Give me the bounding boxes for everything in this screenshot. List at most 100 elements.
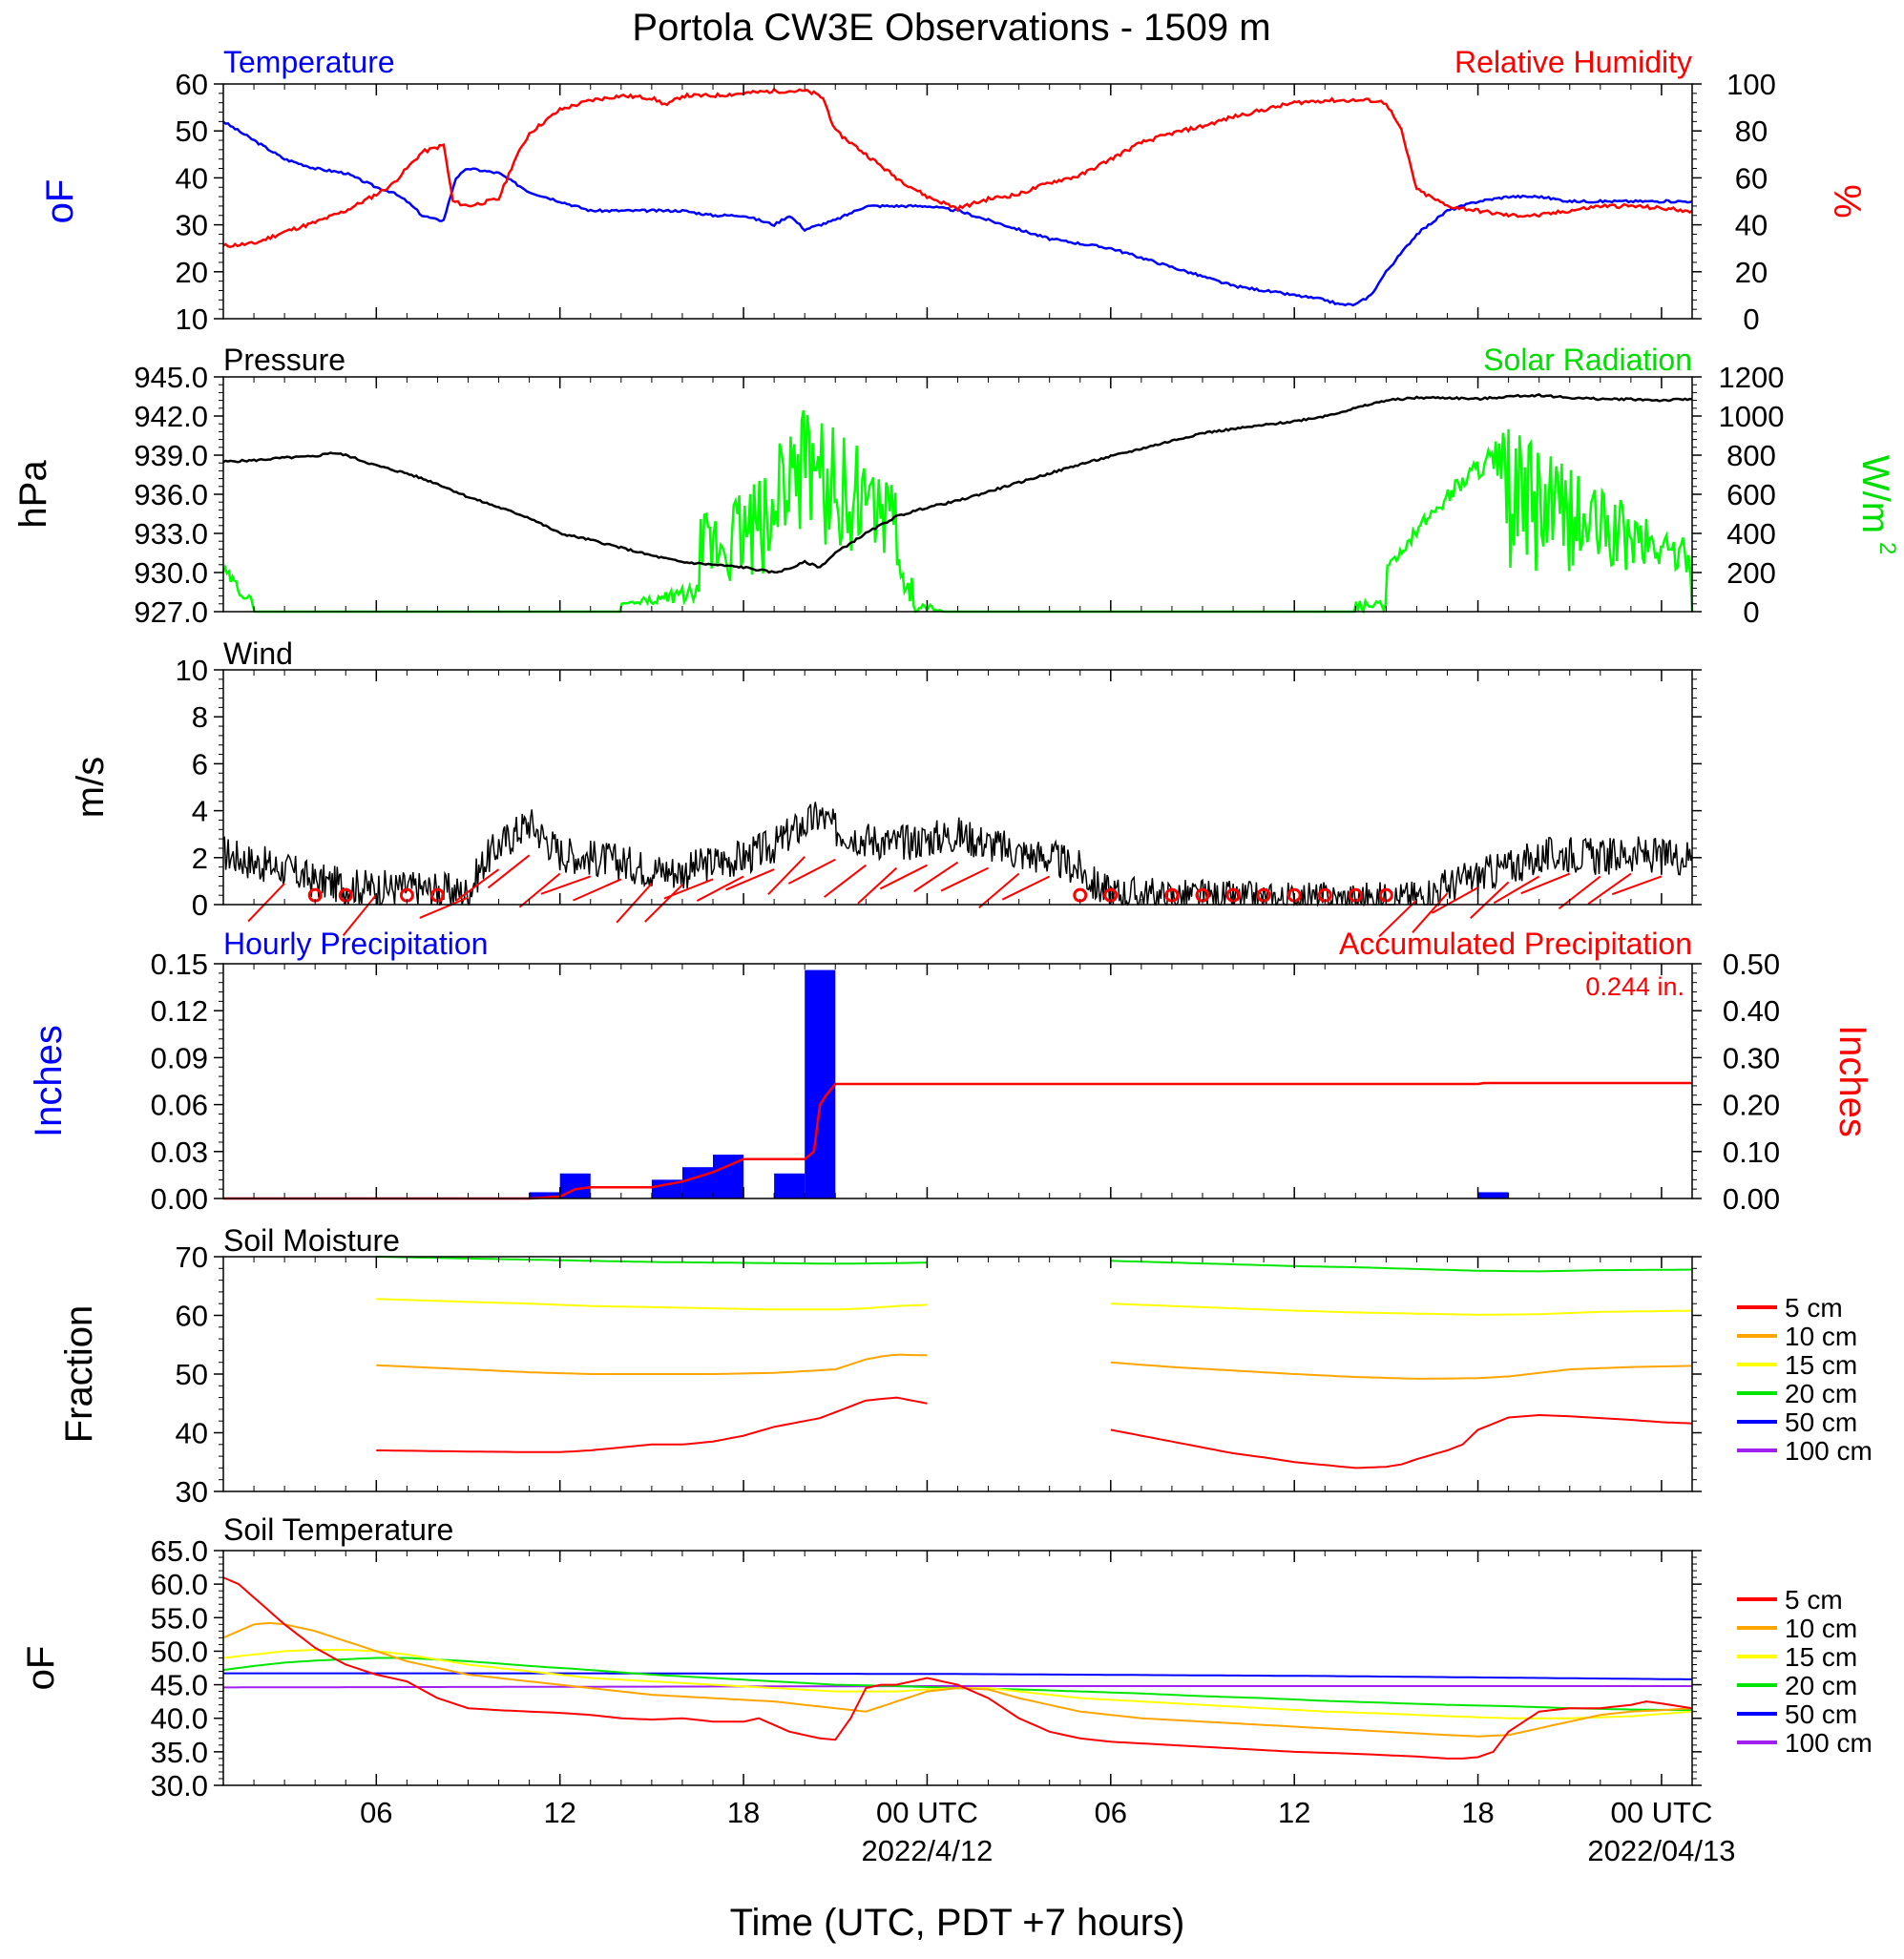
temperature-unit: oF: [39, 179, 81, 224]
wind-panel-ytick-label: 0: [192, 888, 208, 922]
soil-moisture-legend-label: 15 cm: [1785, 1350, 1857, 1380]
pressure-panel-ytick-label: 939.0: [134, 439, 208, 472]
wind-barb: [1611, 875, 1663, 896]
temp-panel-right-tick-label: 20: [1735, 256, 1768, 289]
wind-barb: [342, 894, 378, 937]
pressure-panel-right-tick-label: 0: [1743, 595, 1759, 629]
wind-barb: [879, 864, 928, 890]
humidity-unit: %: [1826, 184, 1868, 219]
soil-temp-panel-ytick-label: 50.0: [151, 1635, 208, 1668]
time-axis-label: Time (UTC, PDT +7 hours): [730, 1902, 1185, 1944]
soil-moisture-unit: Fraction: [58, 1305, 100, 1444]
soil-temp-panel-ytick-label: 40.0: [151, 1702, 208, 1736]
pressure-panel-ytick-label: 930.0: [134, 556, 208, 590]
time-tick-label: 06: [360, 1796, 392, 1829]
pressure-line: [222, 393, 1693, 574]
temp-panel-ytick-label: 60: [176, 68, 208, 101]
wind-barb: [1431, 886, 1479, 914]
soil-moisture-legend-label: 20 cm: [1785, 1379, 1857, 1408]
wind-panel-ytick-label: 10: [176, 654, 208, 687]
precip-bar: [529, 1192, 560, 1198]
soil-temp-line-50cm: [223, 1672, 1692, 1680]
precip-bar: [1477, 1192, 1509, 1198]
time-tick-label: 00 UTC: [876, 1796, 978, 1829]
soil-temp-panel-ytick-label: 45.0: [151, 1669, 208, 1702]
soil-temp-panel-ytick-label: 30.0: [151, 1769, 208, 1803]
soil-moisture-line-20cm: [1110, 1260, 1693, 1273]
time-tick-label: 00 UTC: [1611, 1796, 1713, 1829]
soil-moisture-panel-ytick-label: 40: [176, 1417, 208, 1450]
precip-bar: [805, 969, 836, 1198]
solar-title: Solar Radiation: [1483, 343, 1692, 377]
temperature-title: Temperature: [223, 45, 395, 79]
soil-temp-line-5cm: [222, 1576, 1693, 1760]
soil-moisture-legend-label: 50 cm: [1785, 1407, 1857, 1437]
wind-barb: [913, 861, 959, 893]
soil-moisture-panel-frame: [222, 1256, 1693, 1492]
soil-moisture-title: Soil Moisture: [223, 1223, 400, 1258]
temperature-unit-text: oF: [39, 179, 81, 224]
accum-precip-title: Accumulated Precipitation: [1339, 927, 1692, 961]
wind-barb: [1558, 875, 1601, 910]
wind-barb: [487, 854, 531, 889]
pressure-panel-ytick-label: 933.0: [134, 517, 208, 551]
wind-title: Wind: [223, 636, 293, 671]
temp-panel-right-tick-label: 40: [1735, 209, 1768, 242]
temp-panel-ytick-label: 30: [176, 209, 208, 242]
soil-temp-panel-ytick-label: 55.0: [151, 1601, 208, 1635]
wind-barb: [767, 856, 806, 896]
pressure-panel-right-tick-label: 600: [1726, 478, 1776, 511]
temp-panel-ytick-label: 20: [176, 256, 208, 289]
soil-temp-title: Soil Temperature: [223, 1512, 453, 1547]
precip-panel-right-tick-label: 0.50: [1723, 948, 1780, 981]
precip-bar: [774, 1173, 806, 1198]
wind-barb: [940, 866, 989, 892]
wind-barb: [455, 868, 500, 902]
soil-moisture-line-5cm: [1110, 1413, 1693, 1469]
precip-right-unit: Inches: [1831, 1025, 1873, 1137]
soil-temp-legend-label: 15 cm: [1785, 1642, 1857, 1672]
soil-moisture-line-15cm: [1110, 1303, 1693, 1316]
wind-unit: m/s: [70, 757, 112, 818]
precip-panel-ytick-label: 0.03: [151, 1136, 208, 1169]
time-tick-label: 06: [1095, 1796, 1127, 1829]
wind-barb: [1378, 899, 1418, 938]
time-tick-label: 12: [1278, 1796, 1310, 1829]
precip-panel-right-tick-label: 0.00: [1723, 1182, 1780, 1216]
pressure-panel-right-tick-label: 400: [1726, 517, 1776, 551]
wind-speed-line: [222, 802, 1693, 907]
temp-panel-frame: [222, 83, 1693, 320]
wind-barb: [1001, 875, 1051, 901]
soil-moisture-panel-ytick-label: 30: [176, 1475, 208, 1509]
time-axis: 06 12 18 00 UTC 2022/4/12 06 12 18 00 UTC 2022/04…: [360, 1796, 1735, 1944]
wind-barb: [663, 878, 714, 900]
wind-barb: [1470, 881, 1510, 919]
precip-panel-right-tick-label: 0.20: [1723, 1089, 1780, 1122]
time-tick-label: 12: [543, 1796, 575, 1829]
temp-panel-right-tick-label: 60: [1735, 161, 1768, 195]
precip-panel-ytick-label: 0.06: [151, 1089, 208, 1122]
hourly-precip-title: Hourly Precipitation: [223, 927, 488, 961]
solar-unit: W/m 2: [1854, 455, 1900, 554]
wind-barb: [644, 884, 683, 923]
wind-barb: [573, 878, 622, 902]
time-tick-date: 2022/04/13: [1587, 1834, 1735, 1867]
soil-moisture-line-5cm: [376, 1396, 928, 1453]
pressure-panel-right-tick-label: 1000: [1719, 400, 1785, 433]
soil-temp-legend-label: 10 cm: [1785, 1614, 1857, 1643]
precip-panel-ytick-label: 0.15: [151, 948, 208, 981]
humidity-title: Relative Humidity: [1454, 45, 1692, 79]
solar-unit-text: W/m: [1854, 455, 1896, 533]
chart-title: Portola CW3E Observations - 1509 m: [632, 7, 1270, 49]
soil-moisture-line-10cm: [1110, 1361, 1693, 1380]
pressure-panel-right-tick-label: 800: [1726, 439, 1776, 472]
soil-moisture-legend-label: 100 cm: [1785, 1436, 1873, 1466]
pressure-panel-frame: [222, 376, 1693, 613]
wind-barb: [419, 896, 469, 919]
soil-moisture-line-10cm: [376, 1353, 928, 1375]
wind-panel-ytick-label: 6: [192, 747, 208, 781]
soil-moisture-panel-ytick-label: 70: [176, 1240, 208, 1274]
precip-bar: [651, 1179, 682, 1198]
precip-left-unit: Inches: [28, 1025, 70, 1137]
